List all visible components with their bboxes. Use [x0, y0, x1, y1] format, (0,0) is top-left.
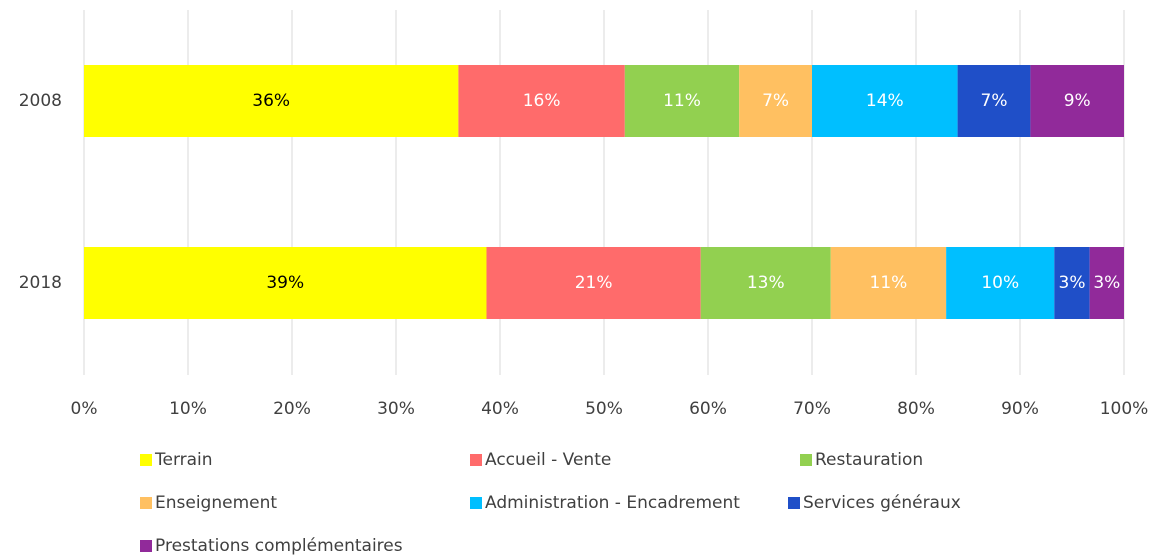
data-label: 11%: [870, 273, 908, 293]
bar-segment: [957, 65, 1031, 137]
bar-segment: [812, 65, 958, 137]
legend-label: Enseignement: [155, 493, 277, 513]
x-tick-label: 100%: [1100, 399, 1149, 419]
legend-label: Accueil - Vente: [485, 450, 611, 470]
legend-swatch: [140, 497, 152, 509]
legend-swatch: [470, 454, 482, 466]
x-tick-label: 20%: [273, 399, 311, 419]
bar-segment: [1030, 65, 1124, 137]
data-label: 14%: [866, 91, 904, 111]
bar-segment: [946, 247, 1055, 319]
legend-label: Administration - Encadrement: [485, 493, 740, 513]
data-label: 7%: [981, 91, 1008, 111]
bar-segment: [458, 65, 625, 137]
data-label: 7%: [762, 91, 789, 111]
data-label: 11%: [663, 91, 701, 111]
bar-segment: [84, 65, 459, 137]
x-tick-label: 70%: [793, 399, 831, 419]
bar-segment: [739, 65, 812, 137]
legend-swatch: [470, 497, 482, 509]
legend-swatch: [140, 540, 152, 552]
bar-segment: [700, 247, 831, 319]
x-tick-label: 40%: [481, 399, 519, 419]
x-tick-label: 60%: [689, 399, 727, 419]
x-tick-label: 50%: [585, 399, 623, 419]
bar-segment: [486, 247, 701, 319]
data-label: 3%: [1059, 273, 1086, 293]
data-label: 9%: [1064, 91, 1091, 111]
legend-swatch: [140, 454, 152, 466]
y-tick-label: 2008: [19, 91, 62, 111]
x-tick-label: 90%: [1001, 399, 1039, 419]
legend-swatch: [800, 454, 812, 466]
data-label: 39%: [266, 273, 304, 293]
data-label: 13%: [747, 273, 785, 293]
y-tick-label: 2018: [19, 273, 62, 293]
legend-label: Services généraux: [803, 493, 961, 513]
x-tick-label: 30%: [377, 399, 415, 419]
bar-segment: [624, 65, 740, 137]
data-label: 10%: [981, 273, 1019, 293]
data-label: 36%: [252, 91, 290, 111]
data-label: 16%: [523, 91, 561, 111]
legend-label: Prestations complémentaires: [155, 536, 403, 556]
bar-segment: [1054, 247, 1090, 319]
data-label: 3%: [1093, 273, 1120, 293]
legend-swatch: [788, 497, 800, 509]
data-label: 21%: [575, 273, 613, 293]
bar-segment: [830, 247, 947, 319]
legend-label: Terrain: [154, 450, 213, 470]
legend-label: Restauration: [815, 450, 923, 470]
bar-segment: [84, 247, 487, 319]
x-tick-label: 0%: [71, 399, 98, 419]
bar-segment: [1089, 247, 1124, 319]
x-tick-label: 80%: [897, 399, 935, 419]
x-tick-label: 10%: [169, 399, 207, 419]
